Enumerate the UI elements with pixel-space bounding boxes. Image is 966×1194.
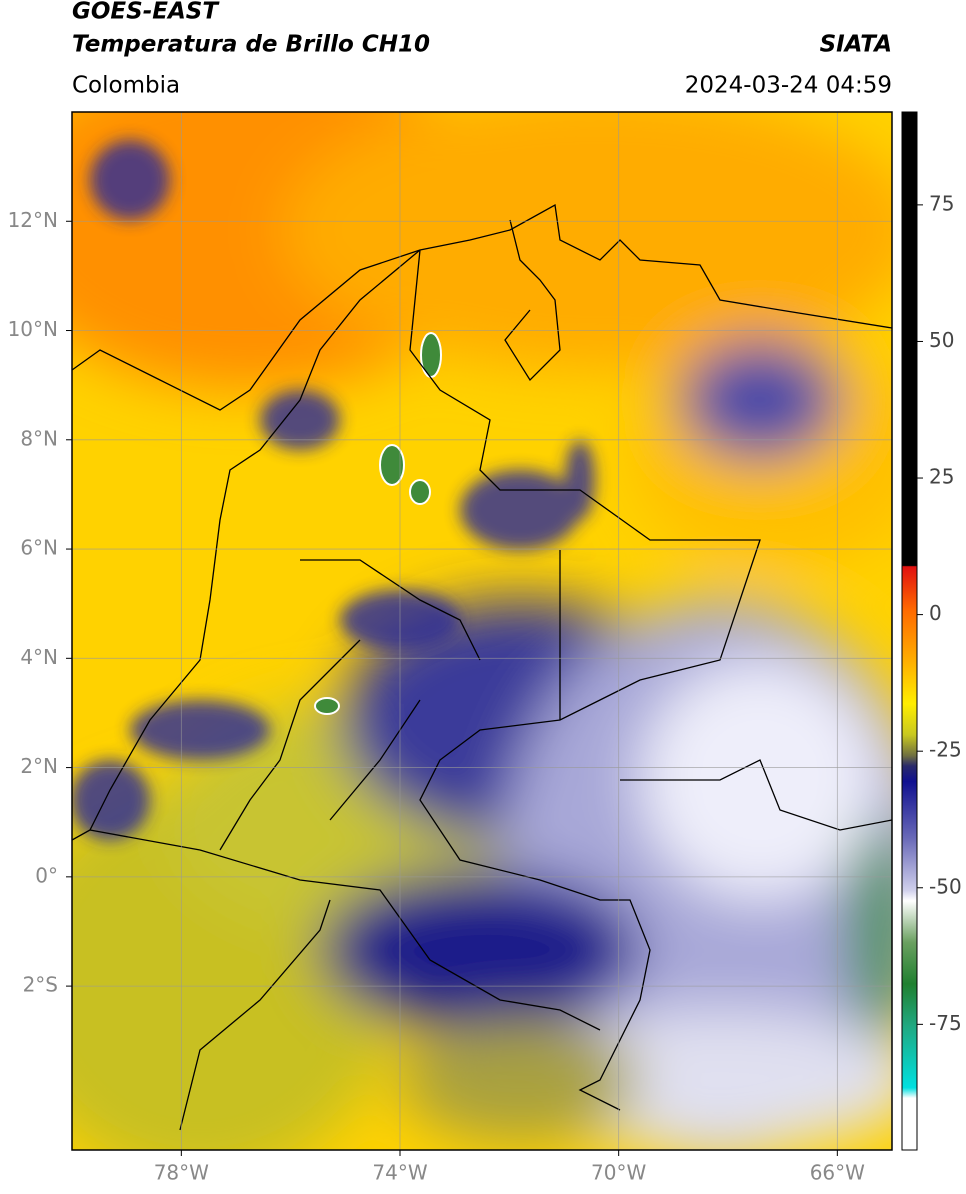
colorbar-label: -75 [929,1011,962,1035]
region: Colombia [72,73,180,99]
source: SIATA [820,32,892,58]
lat-label: 0° [35,863,58,887]
timestamp: 2024-03-24 04:59 [685,73,892,99]
colorbar-label: -50 [929,874,962,898]
lon-label: 66°W [810,1161,865,1185]
colorbar-label: 75 [929,191,954,215]
lat-label: 2°S [23,973,58,997]
lat-label: 4°N [20,645,58,669]
lat-label: 8°N [20,426,58,450]
colorbar-label: 25 [929,465,954,489]
colorbar [901,111,918,1151]
lat-label: 2°N [20,754,58,778]
lat-label: 10°N [8,317,58,341]
colorbar-label: 50 [929,328,954,352]
title: GOES-EAST [72,0,220,25]
colorbar-label: 0 [929,601,942,625]
lon-label: 74°W [372,1161,427,1185]
lon-label: 70°W [591,1161,646,1185]
map-frame [71,111,893,1151]
lat-label: 6°N [20,536,58,560]
colorbar-label: -25 [929,738,962,762]
subtitle: Temperatura de Brillo CH10 [72,32,430,58]
satellite-image [72,112,892,1150]
lon-label: 78°W [154,1161,209,1185]
lat-label: 12°N [8,208,58,232]
